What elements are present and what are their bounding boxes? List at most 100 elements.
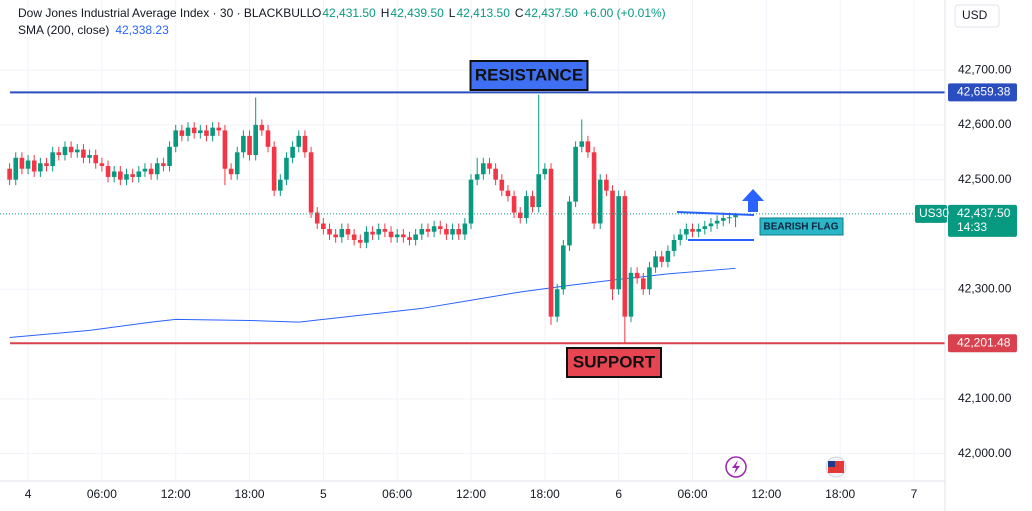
candle-body — [118, 171, 123, 180]
candle-body — [247, 135, 252, 156]
candle-body — [733, 213, 738, 218]
candle-body — [339, 228, 345, 238]
annotation-text: RESISTANCE — [475, 65, 583, 84]
candle-body — [462, 223, 468, 235]
x-tick-label: 18:00 — [530, 487, 560, 501]
currency-button[interactable] — [954, 4, 1000, 28]
candle-body — [351, 234, 357, 240]
candle-body — [210, 127, 215, 136]
x-tick-label: 06:00 — [87, 487, 117, 501]
x-tick-label: 18:00 — [235, 487, 265, 501]
chart-title: Dow Jones Industrial Average Index · 30 … — [18, 6, 314, 20]
y-tick-label: 42,500.00 — [958, 172, 1012, 186]
candle-body — [370, 231, 375, 235]
y-tick-label: 42,700.00 — [958, 62, 1012, 76]
candle-body — [290, 146, 295, 158]
candle-body — [185, 127, 191, 136]
candle-body — [376, 228, 382, 235]
candle-body — [425, 228, 431, 232]
ohlc-legend: O 42,431.50 H 42,439.50 L 42,413.50 C 42,437.50… — [312, 6, 666, 20]
candle-body — [517, 212, 523, 219]
y-tick-label: 42,600.00 — [958, 117, 1012, 131]
candle-body — [591, 152, 597, 224]
candle-body — [604, 179, 609, 191]
candle-body — [154, 163, 160, 175]
last-price-box — [948, 204, 1017, 237]
candle-body — [99, 163, 105, 166]
candle-body — [401, 234, 406, 238]
candle-body — [234, 152, 240, 175]
ohlc-value: 42,431.50 — [322, 6, 376, 20]
candle-body — [579, 141, 585, 147]
price-label-box — [948, 334, 1017, 353]
candle-body — [659, 256, 665, 262]
currency[interactable]: USD — [962, 8, 988, 22]
candle-body — [720, 218, 726, 221]
candle-body — [56, 152, 62, 156]
candle-body — [493, 168, 498, 180]
candle-body — [278, 179, 283, 191]
x-tick-label: 5 — [320, 487, 327, 501]
flag-label: BEARISH FLAG — [764, 222, 839, 233]
legend: Dow Jones Industrial Average Index · 30 … — [18, 6, 666, 37]
candle-body — [7, 168, 12, 180]
candle-body — [573, 146, 578, 202]
candle-body — [321, 223, 326, 229]
candle-body — [50, 152, 55, 166]
candle-body — [468, 179, 474, 224]
candle-body — [130, 174, 135, 177]
candle-body — [327, 228, 332, 235]
flag-line — [676, 211, 755, 216]
candle-body — [431, 226, 437, 232]
candle-body — [665, 250, 671, 262]
candle-body — [204, 130, 209, 136]
candle-body — [345, 228, 351, 235]
countdown: 14:33 — [957, 220, 987, 234]
y-tick-label: 42,100.00 — [958, 391, 1012, 405]
candle-body — [19, 157, 25, 169]
candle-body — [647, 267, 652, 290]
candle-body — [505, 190, 511, 197]
candle-body — [308, 152, 314, 213]
y-tick-label: 42,300.00 — [958, 281, 1012, 295]
candle-body — [296, 135, 302, 147]
candle-body — [124, 174, 129, 180]
candle-body — [81, 149, 86, 158]
candle-body — [13, 157, 19, 180]
candle-body — [456, 228, 462, 235]
candle-body — [173, 130, 179, 147]
x-tick-label: 06:00 — [677, 487, 707, 501]
x-tick-label: 18:00 — [825, 487, 855, 501]
candle-body — [136, 171, 142, 177]
candle-body — [727, 217, 732, 219]
candle-body — [419, 228, 425, 235]
candle-body — [548, 168, 554, 317]
x-tick-label: 06:00 — [382, 487, 412, 501]
candle-body — [690, 228, 695, 232]
candle-body — [671, 239, 677, 251]
candle-body — [622, 196, 628, 317]
flag-arrow — [742, 189, 764, 212]
flag-canton — [828, 461, 835, 467]
candle-body — [62, 146, 68, 156]
x-tick-label: 12:00 — [161, 487, 191, 501]
candle-body — [696, 228, 701, 232]
candle-body — [314, 212, 320, 224]
candle-body — [634, 272, 640, 279]
candle-body — [450, 228, 455, 235]
candle-body — [394, 234, 400, 238]
x-tick-label: 7 — [911, 487, 918, 501]
candle-body — [87, 155, 92, 158]
x-tick-label: 6 — [615, 487, 622, 501]
sma-line — [9, 267, 736, 338]
x-tick-label: 12:00 — [751, 487, 781, 501]
plot: RESISTANCE SUPPORT BEARISH FLAG — [0, 60, 945, 378]
candle-body — [388, 231, 394, 238]
candle-body — [708, 223, 714, 227]
candle-body — [554, 289, 560, 317]
candle-body — [524, 196, 529, 219]
candle-body — [628, 272, 634, 317]
axes: 42,000.00 42,100.00 42,300.00 42,500.00 42,6… — [25, 62, 1017, 501]
candle-body — [653, 256, 658, 268]
